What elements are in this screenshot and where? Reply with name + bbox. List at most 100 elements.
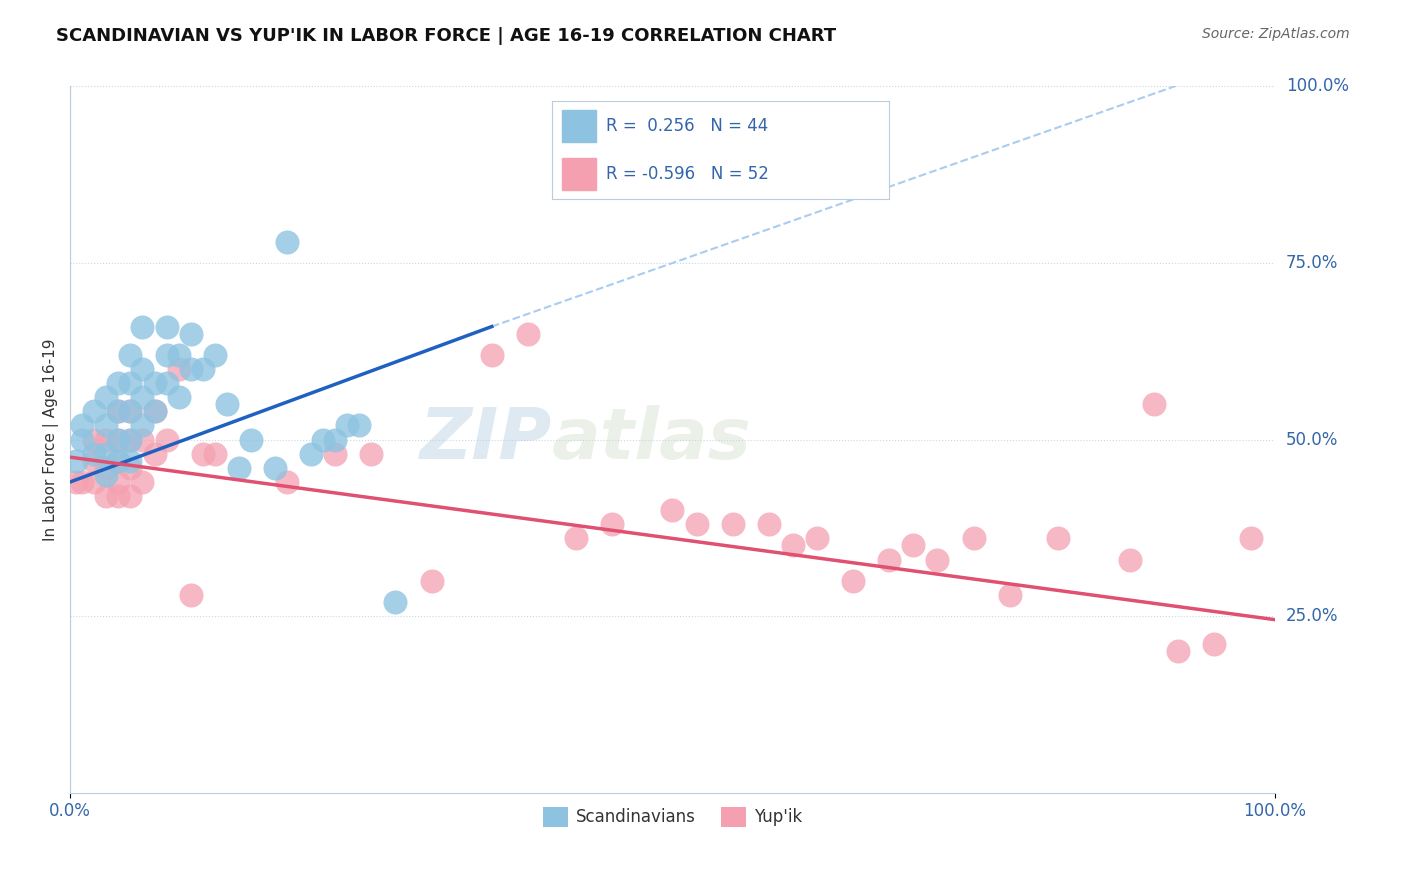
Point <box>120 460 142 475</box>
Point <box>107 454 129 468</box>
Point <box>661 503 683 517</box>
Point <box>180 588 202 602</box>
Point <box>96 460 118 475</box>
Point <box>143 404 166 418</box>
Point <box>180 326 202 341</box>
Point <box>384 595 406 609</box>
Point <box>120 404 142 418</box>
Point <box>107 433 129 447</box>
Point <box>167 362 190 376</box>
Point <box>420 574 443 588</box>
Point <box>96 418 118 433</box>
Point <box>83 454 105 468</box>
Point <box>299 447 322 461</box>
Point <box>903 539 925 553</box>
Point <box>167 390 190 404</box>
Point <box>120 433 142 447</box>
Point <box>131 362 153 376</box>
Text: 75.0%: 75.0% <box>1286 254 1339 272</box>
Point <box>96 467 118 482</box>
Point <box>107 376 129 390</box>
Point <box>962 532 984 546</box>
Text: 25.0%: 25.0% <box>1286 607 1339 625</box>
Text: atlas: atlas <box>553 405 752 474</box>
Point <box>96 433 118 447</box>
Point <box>120 489 142 503</box>
Point <box>264 460 287 475</box>
Text: SCANDINAVIAN VS YUP'IK IN LABOR FORCE | AGE 16-19 CORRELATION CHART: SCANDINAVIAN VS YUP'IK IN LABOR FORCE | … <box>56 27 837 45</box>
Point <box>155 433 177 447</box>
Point <box>276 475 298 489</box>
Point <box>120 404 142 418</box>
Point <box>155 376 177 390</box>
Point <box>107 489 129 503</box>
Y-axis label: In Labor Force | Age 16-19: In Labor Force | Age 16-19 <box>44 338 59 541</box>
Point <box>72 418 94 433</box>
Point <box>65 475 87 489</box>
Text: Source: ZipAtlas.com: Source: ZipAtlas.com <box>1202 27 1350 41</box>
Text: 100.0%: 100.0% <box>1286 78 1348 95</box>
Point <box>323 447 346 461</box>
Point <box>120 433 142 447</box>
Legend: Scandinavians, Yup'ik: Scandinavians, Yup'ik <box>536 800 808 834</box>
Point <box>336 418 359 433</box>
Point <box>131 390 153 404</box>
Point <box>131 319 153 334</box>
Point <box>360 447 382 461</box>
Point <box>516 326 538 341</box>
Point <box>600 517 623 532</box>
Point <box>239 433 262 447</box>
Point <box>167 348 190 362</box>
Point <box>1143 397 1166 411</box>
Point <box>1167 644 1189 658</box>
Point <box>96 447 118 461</box>
Point <box>131 433 153 447</box>
Point <box>107 454 129 468</box>
Point <box>276 235 298 249</box>
Point <box>204 348 226 362</box>
Point <box>228 460 250 475</box>
Point <box>565 532 588 546</box>
Point <box>96 390 118 404</box>
Point <box>72 433 94 447</box>
Point <box>758 517 780 532</box>
Point <box>323 433 346 447</box>
Point <box>131 475 153 489</box>
Point <box>155 348 177 362</box>
Point <box>215 397 238 411</box>
Text: 50.0%: 50.0% <box>1286 431 1339 449</box>
Point <box>83 475 105 489</box>
Point <box>877 552 900 566</box>
Point <box>107 404 129 418</box>
Point <box>83 447 105 461</box>
Point <box>120 454 142 468</box>
Point <box>96 489 118 503</box>
Point <box>83 433 105 447</box>
Point <box>143 376 166 390</box>
Point <box>1046 532 1069 546</box>
Point <box>721 517 744 532</box>
Text: ZIP: ZIP <box>420 405 553 474</box>
Point <box>685 517 707 532</box>
Point <box>1239 532 1261 546</box>
Point <box>120 348 142 362</box>
Point <box>1204 637 1226 651</box>
Point <box>155 319 177 334</box>
Point <box>107 475 129 489</box>
Point <box>72 475 94 489</box>
Point <box>782 539 804 553</box>
Point <box>65 454 87 468</box>
Point <box>1119 552 1142 566</box>
Point <box>927 552 949 566</box>
Point <box>204 447 226 461</box>
Point <box>842 574 865 588</box>
Point <box>191 447 214 461</box>
Point <box>312 433 335 447</box>
Point <box>806 532 828 546</box>
Point <box>191 362 214 376</box>
Point <box>143 404 166 418</box>
Point <box>107 404 129 418</box>
Point <box>107 433 129 447</box>
Point <box>143 447 166 461</box>
Point <box>349 418 371 433</box>
